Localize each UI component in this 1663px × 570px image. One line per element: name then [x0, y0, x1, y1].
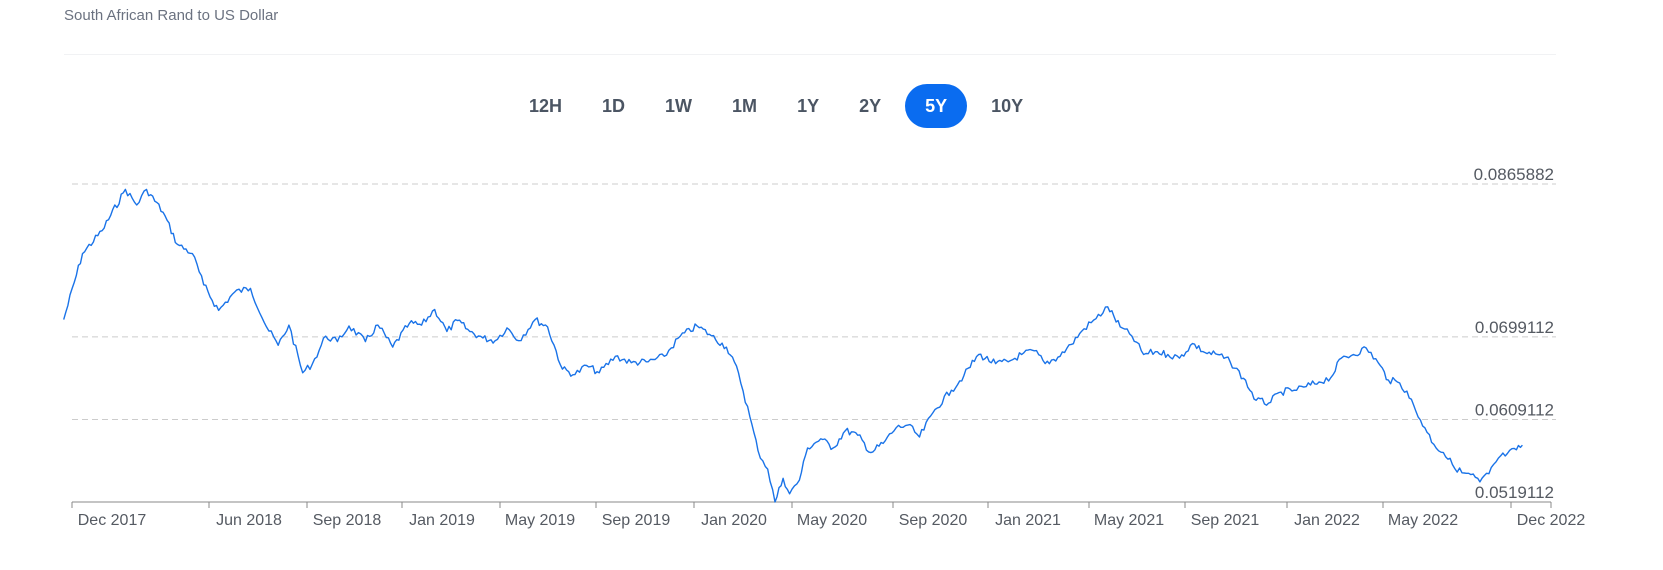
- range-button-1d[interactable]: 1D: [586, 84, 641, 128]
- y-tick-label: 0.0699112: [1475, 318, 1554, 337]
- chart-title: South African Rand to US Dollar: [64, 7, 279, 24]
- x-tick-label: Jan 2019: [409, 512, 475, 529]
- x-tick-label: Sep 2019: [602, 512, 671, 529]
- range-button-1m[interactable]: 1M: [716, 84, 773, 128]
- x-tick-label: May 2019: [505, 512, 575, 529]
- x-tick-label: Sep 2018: [313, 512, 382, 529]
- series-line: [63, 188, 1523, 503]
- range-button-1w[interactable]: 1W: [649, 84, 708, 128]
- x-tick-label: Jan 2022: [1294, 512, 1360, 529]
- range-selector: 12H 1D 1W 1M 1Y 2Y 5Y 10Y: [513, 84, 1047, 128]
- x-tick-label: May 2021: [1094, 512, 1164, 529]
- x-tick-label: Jun 2018: [216, 512, 282, 529]
- range-button-12h[interactable]: 12H: [513, 84, 578, 128]
- x-tick-label: May 2020: [797, 512, 867, 529]
- y-tick-label: 0.0519112: [1475, 483, 1554, 502]
- x-tick-label: Dec 2017: [78, 512, 147, 529]
- header-divider: [64, 54, 1556, 55]
- y-tick-label: 0.0865882: [1474, 165, 1554, 184]
- x-tick-label: May 2022: [1388, 512, 1458, 529]
- y-tick-label: 0.0609112: [1475, 400, 1554, 419]
- x-tick-label: Sep 2021: [1191, 512, 1260, 529]
- range-button-2y[interactable]: 2Y: [843, 84, 897, 128]
- range-button-1y[interactable]: 1Y: [781, 84, 835, 128]
- range-button-10y[interactable]: 10Y: [975, 84, 1039, 128]
- x-tick-label: Jan 2021: [995, 512, 1061, 529]
- range-button-5y[interactable]: 5Y: [905, 84, 968, 128]
- x-tick-label: Sep 2020: [899, 512, 968, 529]
- x-tick-label: Jan 2020: [701, 512, 767, 529]
- x-tick-label: Dec 2022: [1517, 512, 1586, 529]
